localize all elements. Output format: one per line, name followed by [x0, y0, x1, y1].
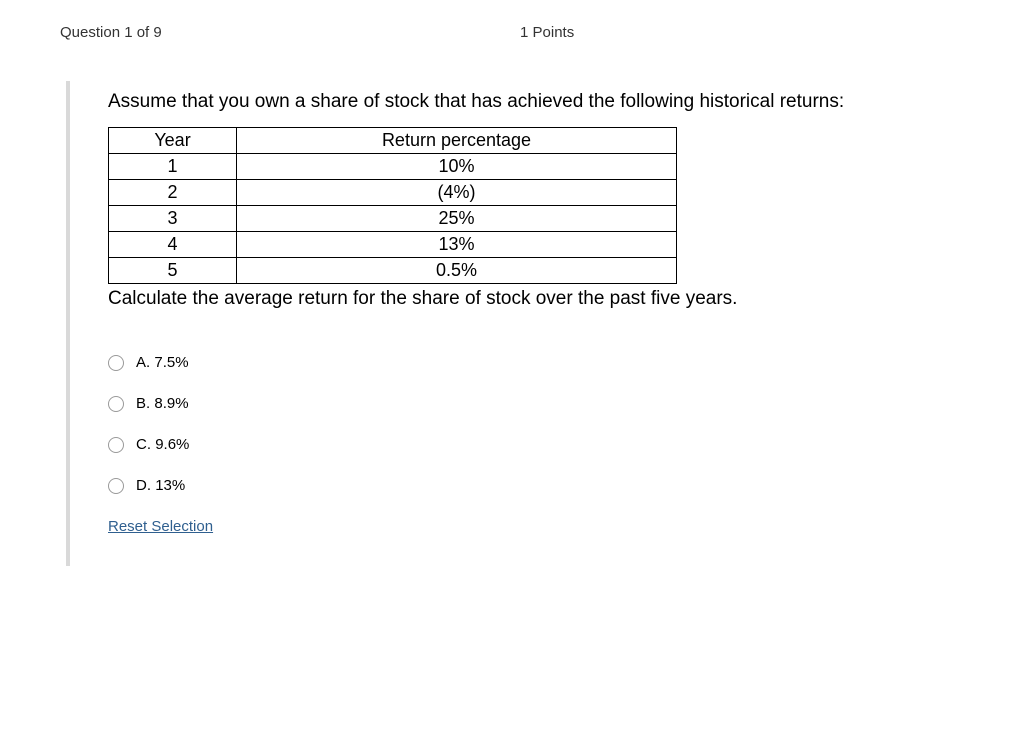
points-label: 1 Points	[520, 24, 574, 41]
reset-selection-link[interactable]: Reset Selection	[108, 518, 213, 535]
cell-year: 5	[109, 258, 237, 284]
cell-return: 0.5%	[237, 258, 677, 284]
cell-return: 25%	[237, 206, 677, 232]
question-prompt: Assume that you own a share of stock tha…	[108, 91, 964, 113]
option-label: D. 13%	[136, 477, 185, 494]
option-label: A. 7.5%	[136, 354, 189, 371]
table-row: 3 25%	[109, 206, 677, 232]
cell-return: (4%)	[237, 180, 677, 206]
radio-icon	[108, 478, 124, 494]
cell-return: 13%	[237, 232, 677, 258]
option-a[interactable]: A. 7.5%	[108, 354, 964, 371]
table-row: 1 10%	[109, 154, 677, 180]
quiz-page: Question 1 of 9 1 Points Assume that you…	[0, 0, 1024, 606]
table-row: 4 13%	[109, 232, 677, 258]
quiz-header: Question 1 of 9 1 Points	[60, 24, 964, 41]
table-header-year: Year	[109, 128, 237, 154]
option-label: C. 9.6%	[136, 436, 189, 453]
cell-year: 4	[109, 232, 237, 258]
question-content: Assume that you own a share of stock tha…	[66, 81, 964, 566]
cell-year: 1	[109, 154, 237, 180]
option-b[interactable]: B. 8.9%	[108, 395, 964, 412]
answer-options: A. 7.5% B. 8.9% C. 9.6% D. 13%	[108, 354, 964, 494]
cell-return: 10%	[237, 154, 677, 180]
radio-icon	[108, 355, 124, 371]
question-number: Question 1 of 9	[60, 24, 520, 41]
question-followup: Calculate the average return for the sha…	[108, 288, 964, 310]
radio-icon	[108, 437, 124, 453]
table-row: 2 (4%)	[109, 180, 677, 206]
returns-table: Year Return percentage 1 10% 2 (4%) 3 25…	[108, 127, 677, 284]
table-header-return: Return percentage	[237, 128, 677, 154]
table-row: 5 0.5%	[109, 258, 677, 284]
table-header-row: Year Return percentage	[109, 128, 677, 154]
option-d[interactable]: D. 13%	[108, 477, 964, 494]
cell-year: 3	[109, 206, 237, 232]
option-c[interactable]: C. 9.6%	[108, 436, 964, 453]
cell-year: 2	[109, 180, 237, 206]
option-label: B. 8.9%	[136, 395, 189, 412]
radio-icon	[108, 396, 124, 412]
